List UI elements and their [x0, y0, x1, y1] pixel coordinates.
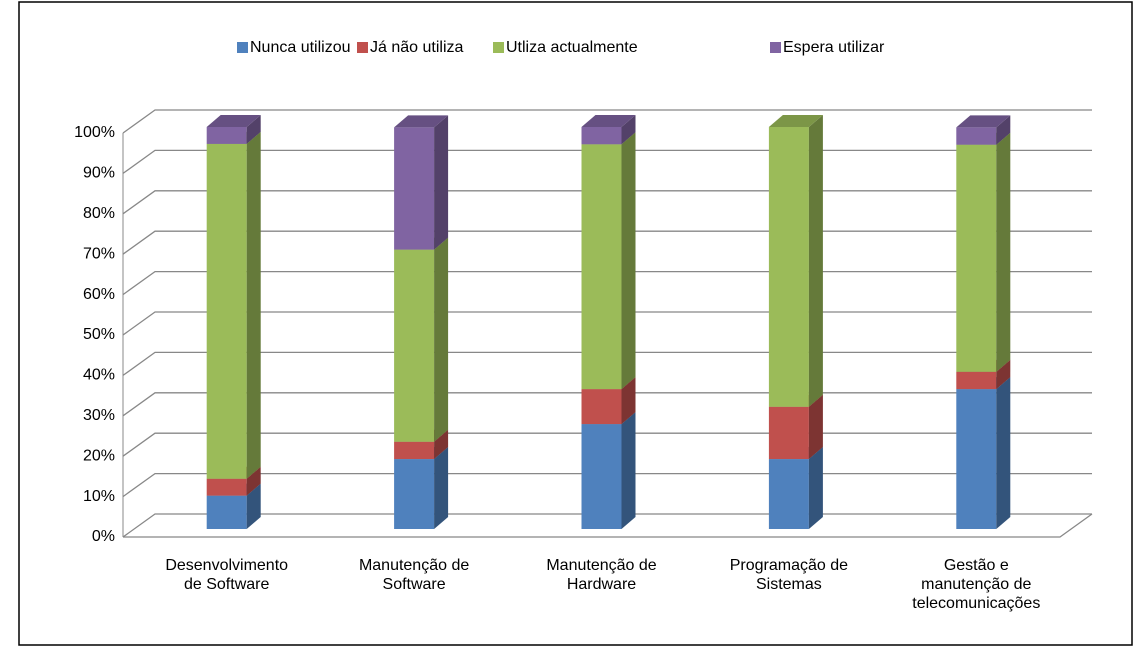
y-tick-label: 30% — [83, 407, 115, 424]
chart-frame — [18, 1, 1133, 646]
legend-label: Espera utilizar — [783, 39, 885, 56]
bar-segment — [581, 389, 622, 425]
bar-segment — [768, 127, 809, 407]
legend-swatch — [493, 42, 504, 53]
bar-segment — [768, 459, 809, 529]
y-tick-label: 40% — [83, 367, 115, 384]
bar-segment — [581, 127, 622, 145]
bar-side — [621, 132, 636, 390]
bar-segment — [206, 478, 247, 496]
bar-side — [434, 237, 449, 442]
bar-side — [434, 429, 449, 460]
bar-segment — [206, 127, 247, 144]
legend-label: Utliza actualmente — [506, 39, 638, 56]
y-tick-label: 20% — [83, 447, 115, 464]
x-tick-label: Gestão e manutenção de telecomunicações — [912, 557, 1041, 612]
x-tick-label: Manutenção de Hardware — [546, 557, 657, 593]
bar-segment — [394, 441, 435, 460]
y-tick-label: 70% — [83, 245, 115, 262]
y-tick-label: 60% — [83, 286, 115, 303]
bar-top — [581, 115, 636, 127]
bar-segment — [956, 127, 997, 145]
floor-edge — [123, 513, 1093, 538]
bar-segment — [394, 459, 435, 529]
y-tick-label: 10% — [83, 488, 115, 505]
x-tick-label: Manutenção de Software — [358, 557, 470, 593]
bar-side — [246, 483, 261, 529]
bar-side — [434, 115, 449, 250]
bar-side — [621, 377, 636, 425]
legend-swatch — [357, 42, 368, 53]
bar-segment — [206, 495, 247, 529]
bar-side — [808, 447, 823, 529]
bar-segment — [206, 143, 247, 479]
bar-segment — [581, 144, 622, 390]
bar-segment — [394, 127, 435, 250]
y-tick-label: 90% — [83, 165, 115, 182]
bar-top — [956, 115, 1011, 128]
bar-side — [434, 447, 449, 529]
y-tick-label: 100% — [74, 124, 115, 141]
legend-label: Já não utiliza — [370, 39, 463, 56]
bar-side — [808, 115, 823, 407]
bar-segment — [956, 389, 997, 529]
bar-segment — [956, 144, 997, 372]
legend-label: Nunca utilizou — [250, 39, 351, 56]
bar-side — [996, 359, 1011, 390]
bar-side — [621, 412, 636, 529]
bar-segment — [768, 406, 809, 460]
bar-side — [996, 377, 1011, 529]
x-tick-label: Programação de Sistemas — [729, 557, 849, 593]
x-tick-label: Desenvolvimento de Software — [165, 557, 289, 593]
bar-side — [246, 466, 261, 496]
legend-swatch — [770, 42, 781, 53]
bar-side — [621, 115, 636, 145]
bar-side — [996, 132, 1011, 372]
y-tick-label: 0% — [92, 528, 115, 545]
y-tick-label: 80% — [83, 205, 115, 222]
bar-top — [206, 115, 261, 127]
grid-line — [122, 109, 1092, 134]
bar-side — [246, 131, 261, 479]
bar-top — [394, 115, 449, 128]
bar-side — [996, 115, 1011, 145]
bar-side — [246, 115, 261, 144]
bar-side — [808, 394, 823, 460]
bar-segment — [581, 424, 622, 529]
bar-top — [768, 115, 823, 127]
legend-swatch — [237, 42, 248, 53]
bar-segment — [394, 249, 435, 442]
y-tick-label: 50% — [83, 326, 115, 343]
bar-segment — [956, 371, 997, 390]
